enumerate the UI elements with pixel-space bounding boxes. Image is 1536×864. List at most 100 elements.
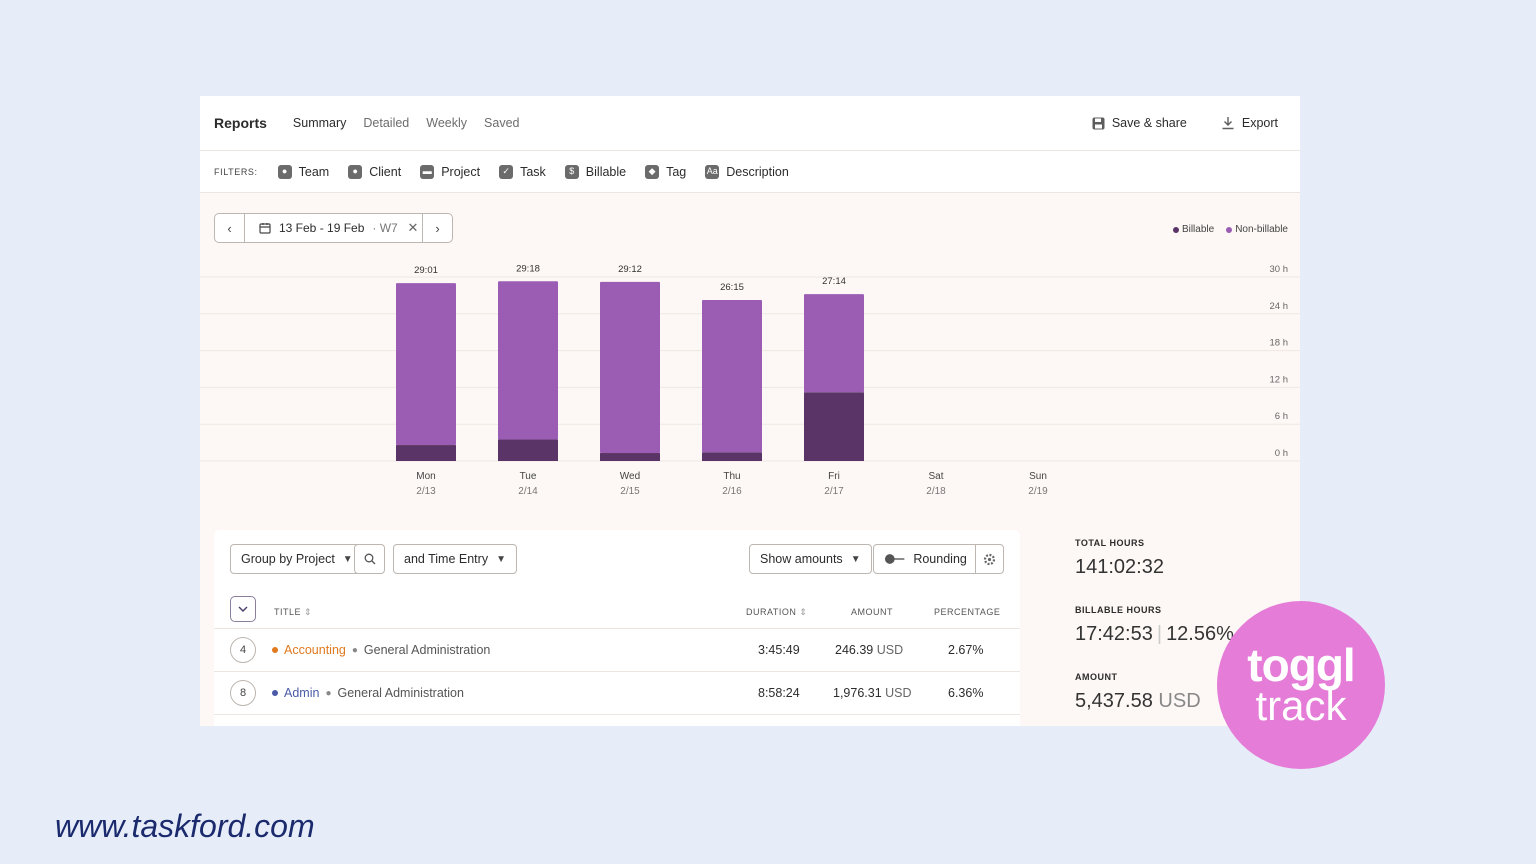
duration-cell: 8:58:24 — [758, 686, 800, 700]
group-by-label: Group by Project — [241, 552, 335, 566]
project-name: Admin ● General Administration — [272, 686, 464, 700]
client-label: General Administration — [337, 686, 464, 700]
duration-cell: 3:45:49 — [758, 643, 800, 657]
x-tick-label: Thu — [723, 471, 740, 482]
calendar-icon — [259, 223, 271, 234]
legend-billable-label: Billable — [1181, 224, 1215, 235]
text-icon: Aa — [705, 164, 720, 179]
tab-saved[interactable]: Saved — [484, 116, 520, 130]
y-tick-label: 30 h — [1270, 264, 1289, 275]
tab-weekly[interactable]: Weekly — [426, 116, 468, 130]
sort-icon: ⇕ — [799, 607, 808, 617]
bar-total-label: 29:12 — [618, 264, 642, 275]
amount-value: 5,437.58 USD — [1075, 690, 1234, 713]
y-tick-label: 12 h — [1270, 374, 1289, 385]
clear-date-icon[interactable]: ✕ — [407, 220, 419, 235]
project-color-dot — [272, 690, 278, 696]
filter-team-label: Team — [298, 164, 330, 179]
column-duration[interactable]: DURATION ⇕ — [746, 607, 807, 618]
filter-billable[interactable]: $ Billable — [564, 164, 627, 179]
table-row[interactable]: 4 Accounting ● General Administration 3:… — [214, 629, 1020, 672]
dollar-icon: $ — [564, 164, 579, 179]
amount-cell: 246.39 USD — [835, 643, 903, 657]
export-label: Export — [1241, 116, 1278, 130]
totals-summary: TOTAL HOURS 141:02:32 BILLABLE HOURS 17:… — [1075, 538, 1234, 713]
billable-percent-text: 12.56% — [1166, 623, 1234, 645]
next-week-button[interactable]: › — [422, 214, 452, 242]
filter-client[interactable]: ● Client — [348, 164, 401, 179]
website-watermark: www.taskford.com — [55, 808, 315, 844]
y-tick-label: 6 h — [1275, 411, 1288, 422]
sub-group-select[interactable]: and Time Entry ▼ — [393, 544, 517, 574]
chevron-down-icon: ▼ — [342, 553, 353, 565]
group-by-select[interactable]: Group by Project ▼ — [230, 544, 364, 574]
save-share-label: Save & share — [1111, 116, 1187, 130]
gear-icon — [983, 553, 996, 565]
project-label: Admin — [284, 686, 320, 700]
table-row[interactable]: 8 Admin ● General Administration 8:58:24… — [214, 672, 1020, 715]
x-tick-label: Sun — [1029, 471, 1047, 482]
x-tick-sublabel: 2/13 — [416, 486, 436, 497]
billable-hours-text: 17:42:53 — [1075, 623, 1153, 645]
filter-project[interactable]: ▬ Project — [420, 164, 481, 179]
currency-label: USD — [885, 686, 912, 700]
bar-non-billable — [600, 281, 660, 454]
logo-line-2: track — [1255, 682, 1347, 729]
x-tick-label: Mon — [416, 471, 435, 482]
entry-count: 8 — [230, 680, 256, 706]
filter-description-label: Description — [726, 164, 789, 179]
filter-task[interactable]: ✓ Task — [499, 164, 546, 179]
filter-project-label: Project — [441, 164, 481, 179]
week-label: W7 — [379, 221, 398, 235]
date-range-text: 13 Feb - 19 Feb — [279, 221, 365, 235]
reports-app: Reports Summary Detailed Weekly Saved Sa… — [200, 96, 1300, 726]
filter-billable-label: Billable — [585, 164, 627, 179]
entry-count: 4 — [230, 637, 256, 663]
search-button[interactable] — [354, 544, 385, 574]
total-hours-value: 141:02:32 — [1075, 556, 1164, 578]
column-title[interactable]: TITLE ⇕ — [274, 607, 312, 618]
x-tick-sublabel: 2/14 — [518, 486, 538, 497]
collapse-all-button[interactable] — [230, 596, 256, 622]
filter-tag[interactable]: ◆ Tag — [645, 164, 687, 179]
percentage-cell: 2.67% — [948, 643, 984, 657]
x-tick-sublabel: 2/18 — [926, 486, 946, 497]
billable-hours-label: BILLABLE HOURS — [1075, 605, 1162, 615]
logo-line-1: toggl — [1247, 639, 1355, 691]
filter-bar: FILTERS: ● Team ● Client ▬ Project ✓ Task $ B… — [200, 151, 1300, 193]
tab-summary[interactable]: Summary — [292, 116, 347, 130]
x-tick-label: Tue — [520, 471, 537, 482]
export-button[interactable]: Export — [1221, 116, 1278, 130]
amount-value: 1,976.31 — [833, 686, 882, 700]
bar-billable — [600, 453, 660, 461]
column-amount: AMOUNT — [851, 607, 893, 617]
team-icon: ● — [277, 164, 292, 179]
separator-dot: ● — [325, 687, 332, 699]
table-header: TITLE ⇕ DURATION ⇕ AMOUNT PERCENTAGE — [214, 595, 1020, 629]
legend-billable: Billable — [1172, 224, 1215, 235]
date-range-field[interactable]: 13 Feb - 19 Feb · W7 — [245, 221, 404, 235]
previous-week-button[interactable]: ‹ — [215, 214, 245, 242]
bar-billable — [396, 445, 456, 461]
save-icon — [1092, 117, 1105, 129]
amount-label: AMOUNT — [1075, 672, 1118, 682]
currency-label: USD — [876, 643, 904, 657]
show-amounts-select[interactable]: Show amounts ▼ — [749, 544, 872, 574]
download-icon — [1222, 117, 1234, 130]
y-tick-label: 24 h — [1270, 301, 1289, 312]
chevron-down-icon: ▼ — [496, 553, 506, 565]
bar-billable — [804, 392, 864, 461]
filter-team[interactable]: ● Team — [277, 164, 330, 179]
chart-legend: Billable Non-billable — [1172, 224, 1288, 235]
x-tick-sublabel: 2/15 — [620, 486, 640, 497]
filter-description[interactable]: Aa Description — [705, 164, 789, 179]
bar-non-billable — [702, 300, 762, 453]
toggle-icon[interactable] — [884, 553, 905, 565]
chevron-down-icon: ▼ — [850, 553, 861, 565]
filter-tag-label: Tag — [666, 164, 687, 179]
tab-detailed[interactable]: Detailed — [363, 116, 410, 130]
save-share-button[interactable]: Save & share — [1092, 116, 1187, 130]
x-tick-label: Fri — [828, 471, 840, 482]
rounding-settings-button[interactable] — [974, 545, 1003, 573]
bar-billable — [702, 452, 762, 461]
